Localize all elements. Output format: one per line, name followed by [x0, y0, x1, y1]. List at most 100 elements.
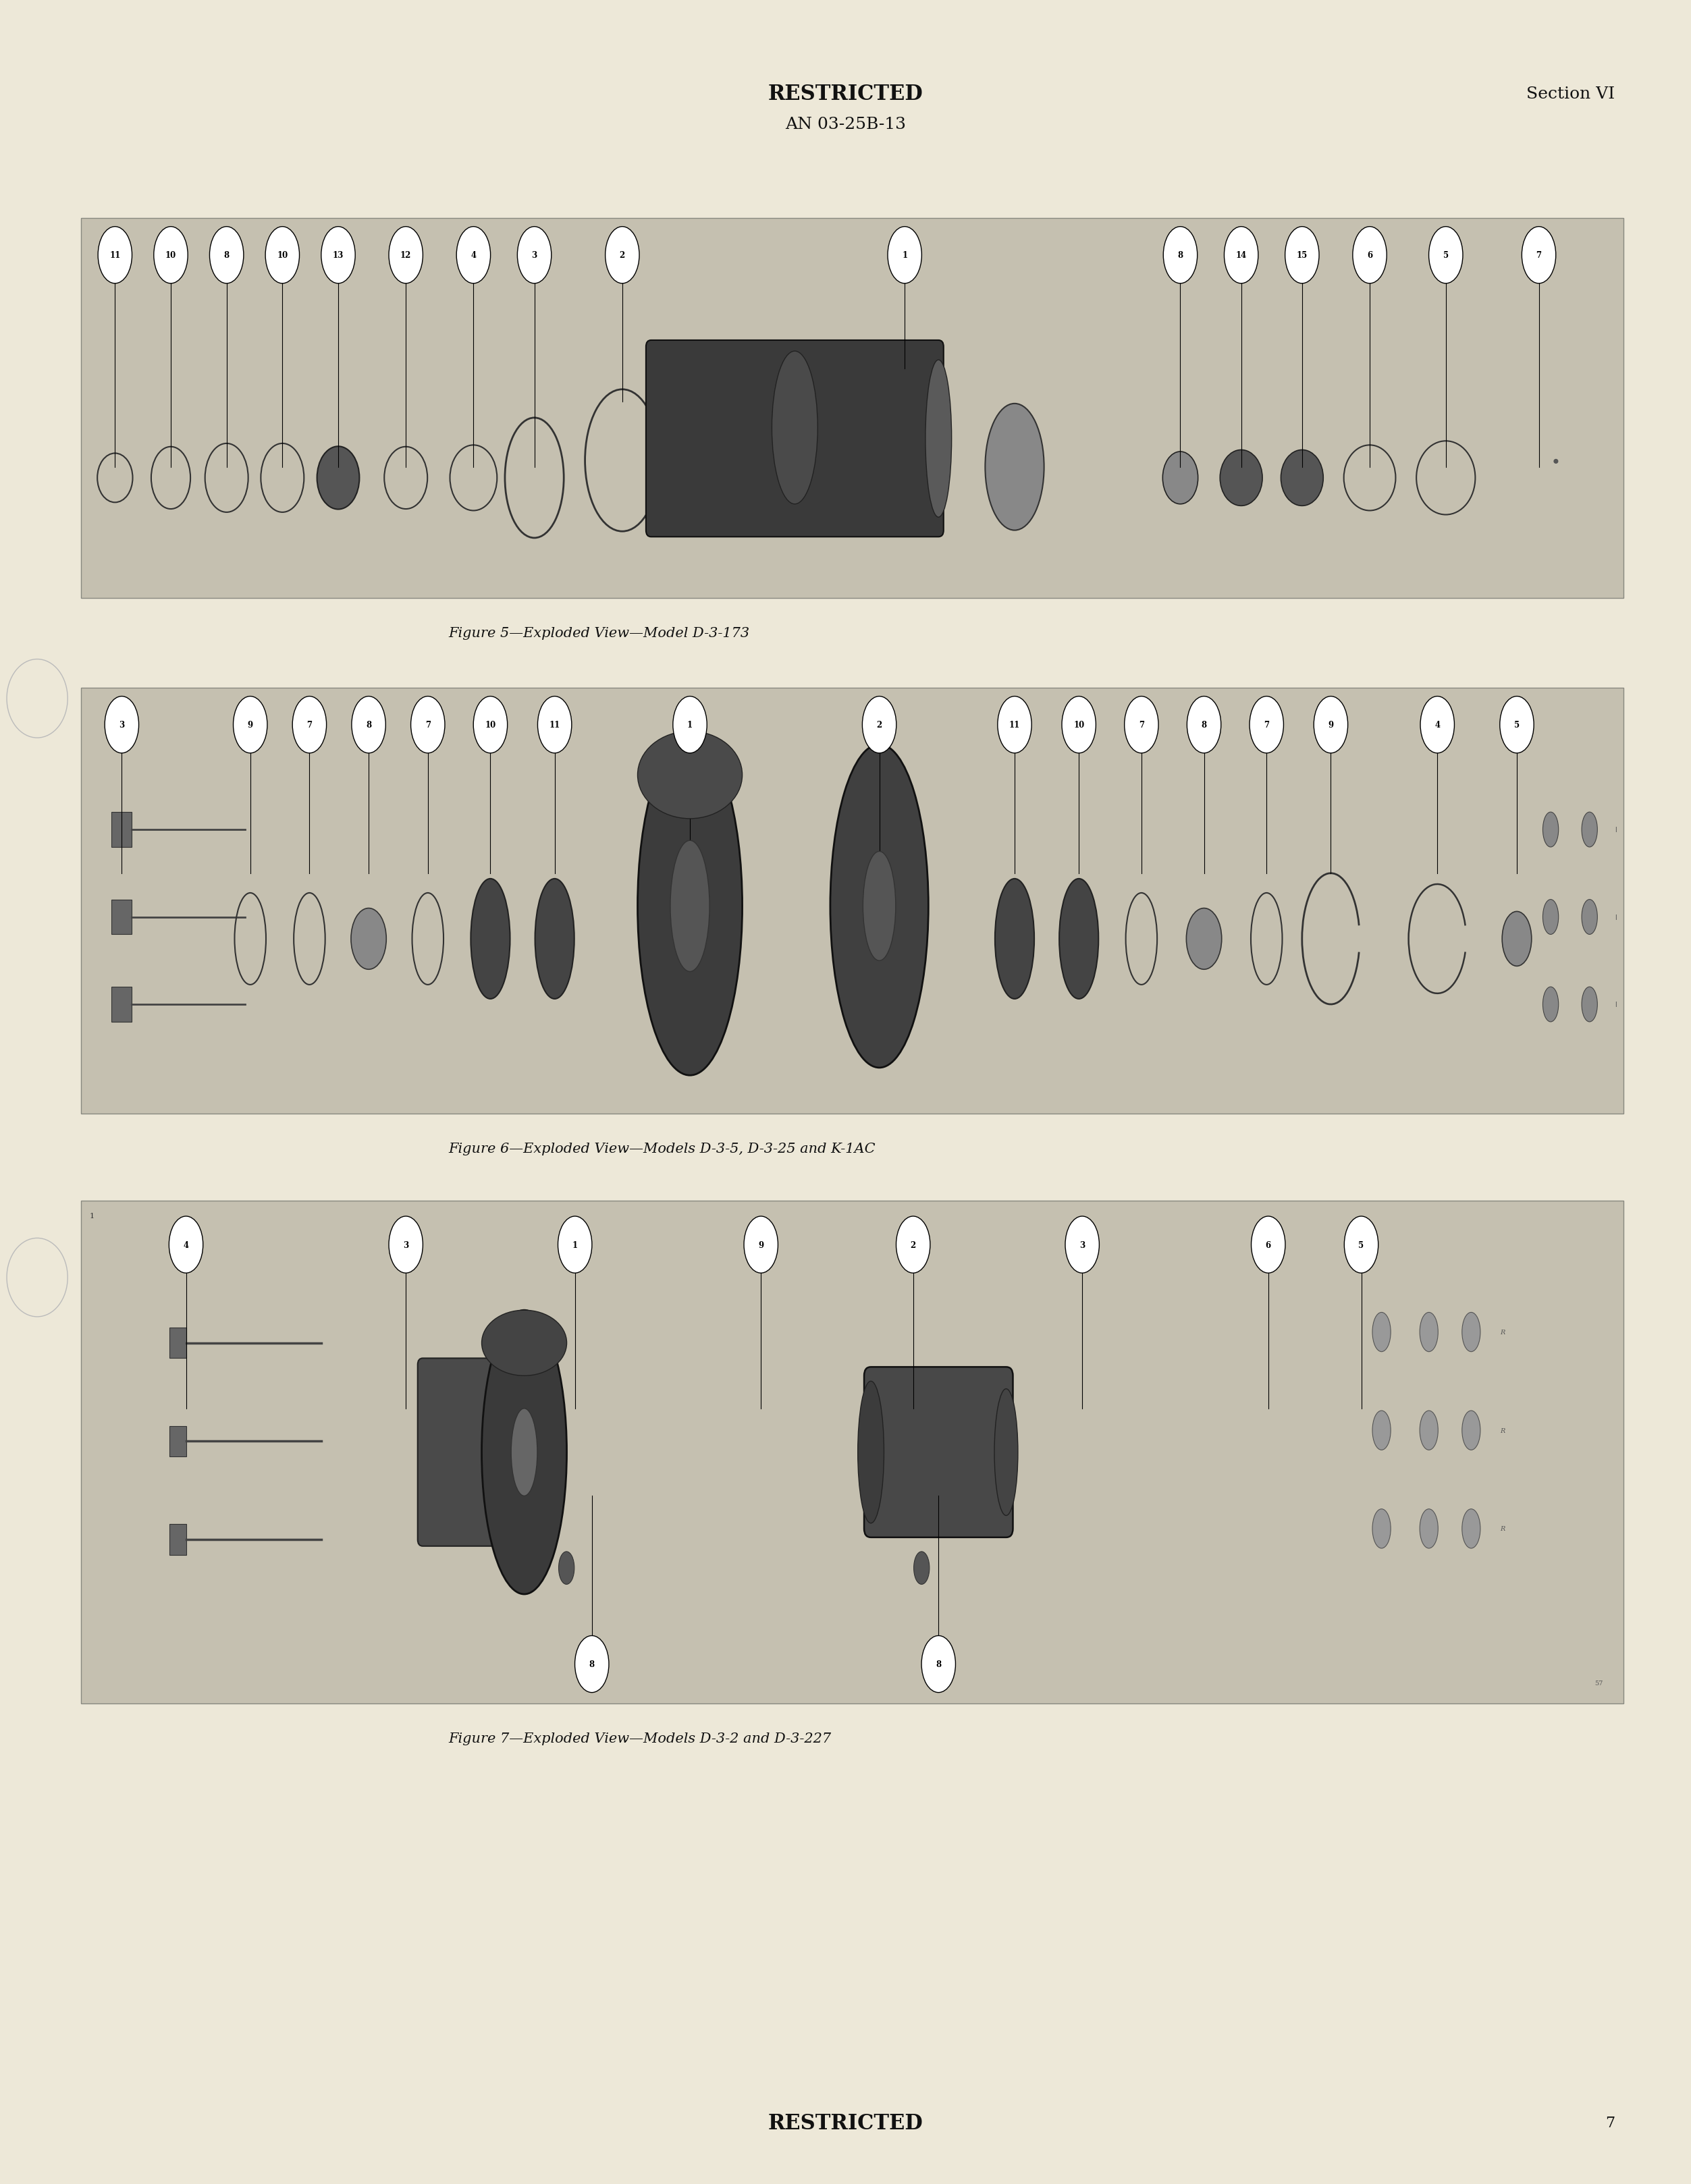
Text: 5: 5	[1442, 251, 1449, 260]
Ellipse shape	[1062, 697, 1096, 753]
Text: 7: 7	[306, 721, 313, 729]
Ellipse shape	[233, 697, 267, 753]
Ellipse shape	[1280, 450, 1324, 507]
Ellipse shape	[1314, 697, 1348, 753]
Text: 3: 3	[118, 721, 125, 729]
Text: 9: 9	[758, 1241, 764, 1249]
Text: l: l	[1615, 1000, 1617, 1009]
Ellipse shape	[1187, 697, 1221, 753]
Ellipse shape	[389, 227, 423, 284]
Text: 8: 8	[1201, 721, 1207, 729]
Ellipse shape	[98, 227, 132, 284]
Text: R: R	[1500, 1330, 1505, 1334]
Ellipse shape	[1353, 227, 1387, 284]
Circle shape	[7, 1238, 68, 1317]
Text: 7: 7	[1535, 251, 1542, 260]
Ellipse shape	[558, 1551, 575, 1586]
Bar	[112, 987, 132, 1022]
Text: 1: 1	[90, 1212, 95, 1219]
Ellipse shape	[470, 878, 511, 1000]
Text: Figure 7—Exploded View—Models D-3-2 and D-3-227: Figure 7—Exploded View—Models D-3-2 and …	[448, 1732, 830, 1745]
Ellipse shape	[925, 360, 952, 518]
Ellipse shape	[1542, 987, 1559, 1022]
Text: l: l	[1615, 913, 1617, 922]
Text: ⬤: ⬤	[1552, 459, 1559, 463]
Ellipse shape	[1581, 900, 1598, 935]
Text: Figure 6—Exploded View—Models D-3-5, D-3-25 and K-1AC: Figure 6—Exploded View—Models D-3-5, D-3…	[448, 1142, 876, 1155]
Ellipse shape	[862, 852, 896, 961]
Ellipse shape	[1420, 1313, 1437, 1352]
Ellipse shape	[857, 1380, 884, 1524]
Text: 10: 10	[166, 251, 176, 260]
Text: 8: 8	[935, 1660, 942, 1669]
Text: AN 03-25B-13: AN 03-25B-13	[785, 116, 906, 133]
Ellipse shape	[1463, 1313, 1480, 1352]
Text: 13: 13	[333, 251, 343, 260]
Ellipse shape	[638, 738, 742, 1077]
Ellipse shape	[1344, 1216, 1378, 1273]
Ellipse shape	[352, 909, 386, 970]
Ellipse shape	[1251, 1216, 1285, 1273]
Bar	[169, 1426, 186, 1457]
Ellipse shape	[558, 1216, 592, 1273]
Text: 6: 6	[1366, 251, 1373, 260]
Ellipse shape	[482, 1310, 566, 1594]
Text: 3: 3	[1079, 1241, 1086, 1249]
Ellipse shape	[169, 1216, 203, 1273]
Ellipse shape	[316, 448, 360, 509]
Ellipse shape	[352, 697, 386, 753]
Text: 10: 10	[485, 721, 495, 729]
Ellipse shape	[1463, 1509, 1480, 1548]
Text: 7: 7	[1605, 2116, 1615, 2129]
Ellipse shape	[605, 227, 639, 284]
Text: Figure 5—Exploded View—Model D-3-173: Figure 5—Exploded View—Model D-3-173	[448, 627, 749, 640]
Text: 2: 2	[619, 251, 626, 260]
Ellipse shape	[994, 1389, 1018, 1516]
Text: RESTRICTED: RESTRICTED	[768, 2112, 923, 2134]
Text: R: R	[1500, 1527, 1505, 1531]
Ellipse shape	[321, 227, 355, 284]
Ellipse shape	[473, 697, 507, 753]
Text: 8: 8	[365, 721, 372, 729]
Circle shape	[7, 660, 68, 738]
Bar	[169, 1328, 186, 1358]
Ellipse shape	[1429, 227, 1463, 284]
Ellipse shape	[1187, 909, 1221, 970]
Ellipse shape	[998, 697, 1032, 753]
Ellipse shape	[1420, 1509, 1437, 1548]
Ellipse shape	[744, 1216, 778, 1273]
Ellipse shape	[830, 745, 928, 1068]
Text: 3: 3	[531, 251, 538, 260]
Bar	[81, 1201, 1623, 1704]
Text: 7: 7	[1263, 721, 1270, 729]
Text: 8: 8	[223, 251, 230, 260]
Ellipse shape	[1463, 1411, 1480, 1450]
Ellipse shape	[986, 404, 1043, 531]
Ellipse shape	[411, 697, 445, 753]
Ellipse shape	[670, 841, 710, 972]
FancyBboxPatch shape	[418, 1358, 512, 1546]
Ellipse shape	[1500, 697, 1534, 753]
Text: 8: 8	[1177, 251, 1184, 260]
Ellipse shape	[1373, 1509, 1390, 1548]
Text: 1: 1	[572, 1241, 578, 1249]
Text: 9: 9	[247, 721, 254, 729]
Ellipse shape	[1163, 452, 1197, 505]
Text: 8: 8	[588, 1660, 595, 1669]
Text: 10: 10	[277, 251, 287, 260]
Text: 3: 3	[402, 1241, 409, 1249]
Ellipse shape	[1373, 1411, 1390, 1450]
Bar	[112, 900, 132, 935]
Text: 14: 14	[1236, 251, 1246, 260]
Text: 5: 5	[1358, 1241, 1365, 1249]
Ellipse shape	[888, 227, 922, 284]
Ellipse shape	[922, 1636, 955, 1693]
Text: 10: 10	[1074, 721, 1084, 729]
Text: 11: 11	[1010, 721, 1020, 729]
Text: 12: 12	[401, 251, 411, 260]
Ellipse shape	[575, 1636, 609, 1693]
Ellipse shape	[1542, 812, 1559, 847]
Ellipse shape	[210, 227, 244, 284]
Ellipse shape	[638, 732, 742, 819]
Bar	[112, 812, 132, 847]
